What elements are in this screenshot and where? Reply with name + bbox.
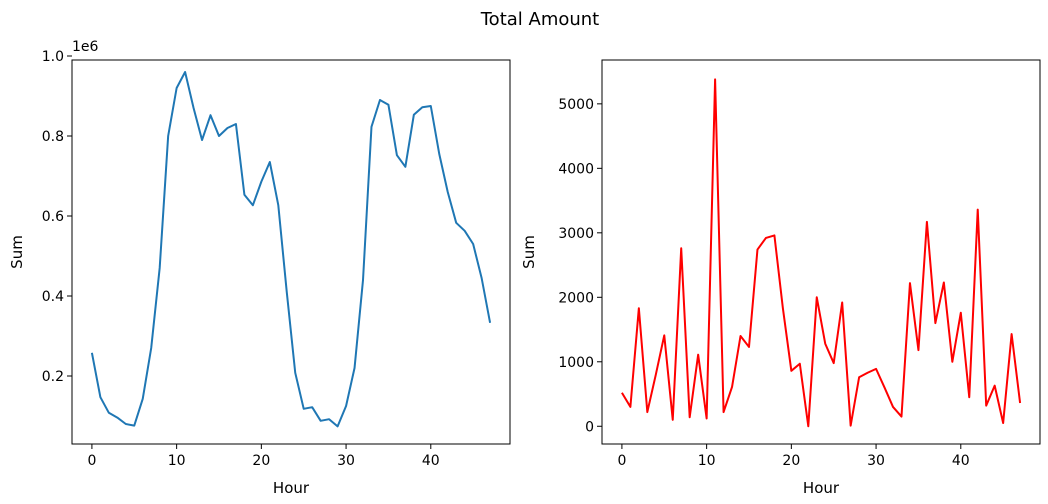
- y-tick-label-left: 0.4: [42, 289, 64, 305]
- chart-left: 0 10 20 30 40 0.2 0.4 0.6 0.8 1.0 1e6 Hour Sum: [8, 39, 511, 497]
- x-tick-label-left: 0: [87, 453, 96, 469]
- x-tick-label-right: 40: [952, 453, 970, 469]
- y-tick-label-right: 4000: [558, 161, 594, 177]
- y-axis-label-right: Sum: [520, 235, 538, 269]
- y-tick-label-right: 0: [585, 419, 594, 435]
- x-axis-label-left: Hour: [273, 479, 310, 497]
- y-tick-label-right: 5000: [558, 97, 594, 113]
- x-tick-label-right: 20: [782, 453, 800, 469]
- x-tick-label-right: 10: [698, 453, 716, 469]
- figure-title: Total Amount: [480, 9, 600, 30]
- y-offset-label: 1e6: [72, 39, 99, 55]
- y-tick-label-right: 2000: [558, 290, 594, 306]
- x-tick-label-left: 30: [337, 453, 355, 469]
- y-tick-label-left: 0.2: [42, 369, 64, 385]
- y-tick-label-right: 1000: [558, 355, 594, 371]
- x-tick-label-right: 30: [867, 453, 885, 469]
- x-tick-label-left: 20: [252, 453, 270, 469]
- chart-right: 0 10 20 30 40 0 1000 2000 3000 4000 5000 Hour Sum: [520, 59, 1041, 497]
- x-tick-label-right: 0: [617, 453, 626, 469]
- x-tick-label-left: 40: [422, 453, 440, 469]
- y-tick-label-right: 3000: [558, 226, 594, 242]
- y-tick-label-left: 1.0: [42, 49, 64, 65]
- series-line-right-0: [621, 78, 1022, 428]
- y-axis-label-left: Sum: [8, 235, 26, 269]
- plot-frame-right: [601, 59, 1041, 445]
- x-axis-label-right: Hour: [803, 479, 840, 497]
- y-tick-label-left: 0.8: [42, 129, 64, 145]
- series-line-left-0: [90, 71, 492, 428]
- plot-frame-left: [71, 59, 511, 445]
- x-tick-label-left: 10: [168, 453, 186, 469]
- y-tick-label-left: 0.6: [42, 209, 64, 225]
